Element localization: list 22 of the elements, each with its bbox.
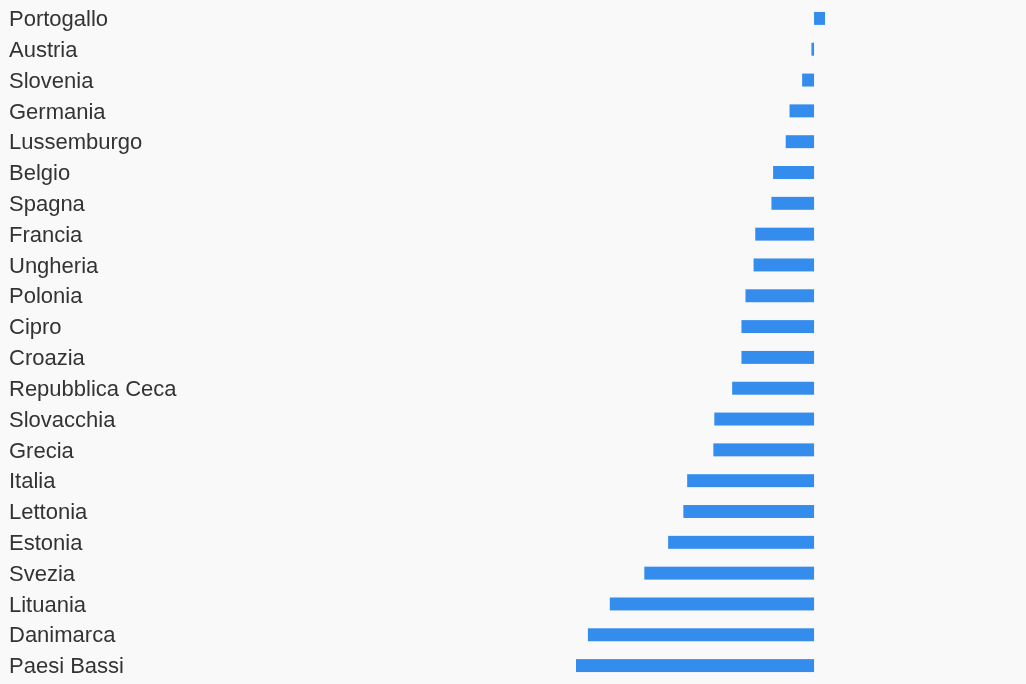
y-tick-label: Grecia [9, 437, 75, 463]
y-tick-label: Slovacchia [9, 406, 117, 432]
y-tick-label: Svezia [9, 560, 76, 586]
y-tick-label: Danimarca [9, 622, 117, 648]
y-tick-label: Paesi Bassi [9, 653, 124, 679]
y-tick-label: Spagna [9, 191, 86, 217]
y-tick-label: Repubblica Ceca [9, 375, 178, 401]
y-tick-label: Croazia [9, 345, 86, 371]
y-tick-label: Belgio [9, 160, 71, 186]
y-tick-label: Francia [9, 221, 84, 247]
y-tick-label: Italia [9, 468, 57, 494]
y-tick-label: Ungheria [9, 252, 100, 278]
y-tick-label: Cipro [9, 314, 62, 340]
y-tick-label: Lituania [9, 591, 87, 617]
y-tick-label: Lettonia [9, 499, 89, 525]
y-tick-label: Lussemburgo [9, 129, 143, 155]
y-tick-label: Polonia [9, 283, 84, 309]
y-tick-label: Estonia [9, 530, 84, 556]
y-tick-label: Slovenia [9, 67, 95, 93]
y-tick-label: Portogallo [9, 6, 109, 32]
y-tick-label: Austria [9, 36, 79, 62]
y-tick-label: Germania [9, 98, 107, 124]
